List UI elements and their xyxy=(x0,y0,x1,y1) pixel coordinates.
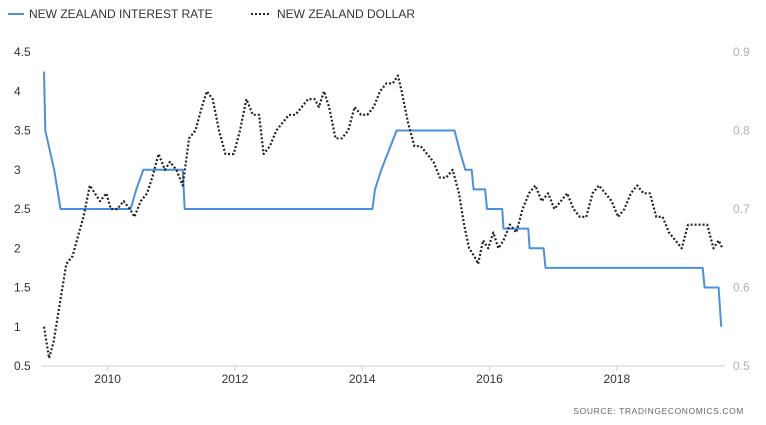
right-y-tick-label: 0.7 xyxy=(733,202,750,216)
series-line-dollar xyxy=(42,74,724,360)
left-y-tick-label: 4.5 xyxy=(14,45,31,59)
x-tick-label: 2016 xyxy=(476,372,503,386)
right-y-tick-label: 0.9 xyxy=(733,45,750,59)
series-line-interest-rate xyxy=(43,71,723,327)
left-y-axis-ticks: 0.5 1 1.5 2 2.5 3 3.5 4 4.5 xyxy=(14,45,31,373)
left-y-tick-label: 3 xyxy=(14,163,21,177)
x-axis-ticks: 2010 2012 2014 2016 2018 xyxy=(94,366,630,386)
x-tick-label: 2018 xyxy=(603,372,630,386)
legend-label-interest-rate: NEW ZEALAND INTEREST RATE xyxy=(29,7,213,21)
legend: NEW ZEALAND INTEREST RATE NEW ZEALAND DO… xyxy=(8,7,415,21)
x-tick-label: 2014 xyxy=(349,372,376,386)
source-label: SOURCE: TRADINGECONOMICS.COM xyxy=(573,406,744,416)
left-y-tick-label: 3.5 xyxy=(14,124,31,138)
left-y-tick-label: 2 xyxy=(14,241,21,255)
left-y-tick-label: 1 xyxy=(14,320,21,334)
left-y-tick-label: 0.5 xyxy=(14,359,31,373)
right-y-axis-ticks: 0.5 0.6 0.7 0.8 0.9 xyxy=(733,45,750,373)
right-y-tick-label: 0.6 xyxy=(733,281,750,295)
left-y-tick-label: 4 xyxy=(14,84,21,98)
right-y-tick-label: 0.8 xyxy=(733,124,750,138)
x-tick-label: 2010 xyxy=(94,372,121,386)
right-y-tick-label: 0.5 xyxy=(733,359,750,373)
x-tick-label: 2012 xyxy=(222,372,249,386)
left-y-tick-label: 2.5 xyxy=(14,202,31,216)
legend-label-dollar: NEW ZEALAND DOLLAR xyxy=(277,7,415,21)
left-y-tick-label: 1.5 xyxy=(14,281,31,295)
series-layer xyxy=(42,71,724,360)
